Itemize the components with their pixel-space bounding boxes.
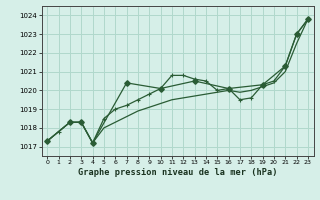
X-axis label: Graphe pression niveau de la mer (hPa): Graphe pression niveau de la mer (hPa) [78, 168, 277, 177]
